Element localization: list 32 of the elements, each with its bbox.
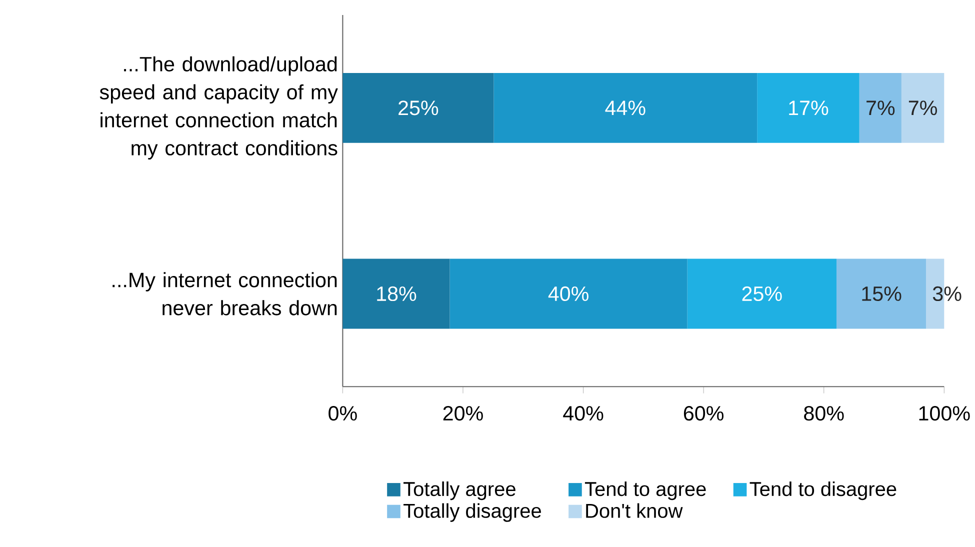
bar bbox=[901, 73, 944, 144]
x-tick-label: 100% bbox=[919, 406, 970, 421]
data-label: 18% bbox=[377, 286, 416, 302]
data-label: 3% bbox=[932, 286, 962, 302]
y-tick-label: ...My internet connection never breaks down bbox=[112, 272, 337, 316]
data-label: 40% bbox=[548, 286, 588, 302]
x-tick-label: 0% bbox=[328, 406, 357, 421]
x-tick-label: 20% bbox=[443, 406, 483, 421]
bar bbox=[494, 73, 758, 144]
data-label: 17% bbox=[789, 100, 828, 116]
legend-label: Don't know bbox=[586, 504, 683, 518]
x-tick-label: 80% bbox=[804, 406, 844, 421]
legend-label: Tend to agree bbox=[584, 482, 706, 500]
bar bbox=[859, 73, 902, 144]
y-tick-label: ...The download/upload speed and capacity of my internet connection match my contract conditions bbox=[100, 56, 338, 160]
bar bbox=[687, 259, 836, 329]
legend-label: Totally agree bbox=[404, 482, 516, 500]
data-label: 25% bbox=[742, 286, 782, 302]
bar bbox=[757, 73, 860, 144]
data-label: 7% bbox=[866, 100, 895, 116]
data-label: 25% bbox=[398, 100, 438, 116]
data-label: 7% bbox=[908, 100, 937, 116]
data-label: 15% bbox=[862, 286, 902, 302]
legend-label: Tend to disagree bbox=[750, 482, 896, 500]
bar bbox=[342, 259, 450, 329]
bar bbox=[836, 259, 926, 329]
data-label: 44% bbox=[605, 100, 646, 116]
bar bbox=[342, 73, 494, 144]
x-tick-label: 60% bbox=[684, 406, 724, 421]
bar bbox=[450, 259, 688, 329]
legend-label: Totally disagree bbox=[404, 504, 541, 522]
x-tick-label: 40% bbox=[563, 406, 604, 421]
